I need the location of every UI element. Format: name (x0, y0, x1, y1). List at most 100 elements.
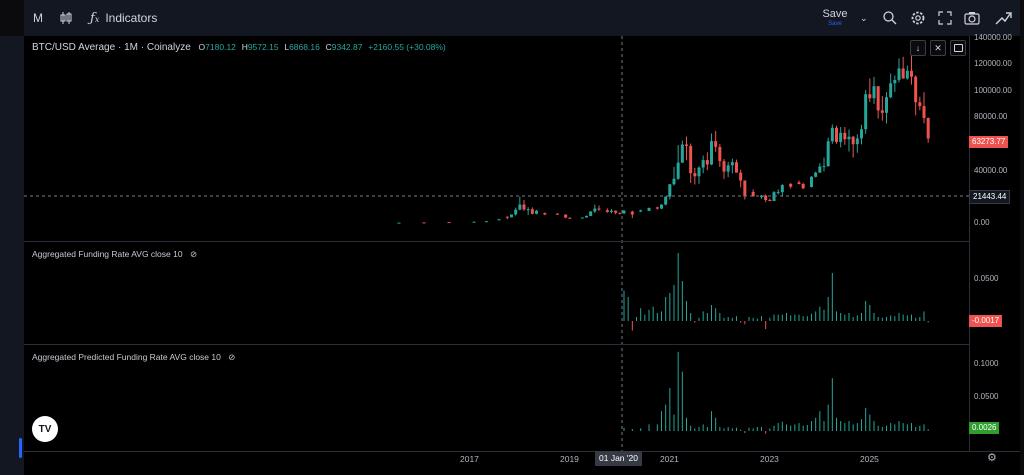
candle-body (851, 136, 855, 145)
funding-bar (761, 316, 762, 321)
hide-eye-icon[interactable]: ⊘ (189, 249, 198, 259)
candle-body (914, 76, 918, 103)
save-sublabel: Save (828, 21, 842, 27)
candle-body (530, 209, 534, 214)
predicted-bar (656, 424, 658, 431)
funding-bar (848, 313, 850, 321)
search-icon (883, 11, 897, 25)
predicted-bar (794, 424, 796, 431)
publish-button[interactable] (994, 0, 1012, 36)
candle-body (814, 172, 818, 177)
candle-body (664, 196, 668, 205)
candle-body (864, 94, 868, 130)
funding-bar (661, 311, 662, 321)
predicted-bar (777, 423, 779, 431)
candle-body (776, 192, 780, 194)
predicted-bar (815, 417, 817, 431)
chart-canvas[interactable] (24, 36, 1020, 475)
funding-bar (786, 313, 787, 321)
funding-bar (781, 314, 783, 321)
funding-title[interactable]: Aggregated Funding Rate AVG close 10 (32, 249, 183, 259)
candle-body (743, 180, 747, 197)
predicted-bar (752, 428, 754, 431)
funding-bar (665, 297, 667, 321)
time-axis-settings-button[interactable]: ⚙ (987, 452, 997, 464)
quick-search-button[interactable] (882, 0, 898, 36)
candle-body (589, 211, 593, 216)
funding-bar (806, 316, 808, 321)
y-tick-40000: 40000.00 (974, 166, 1008, 175)
candle-body (510, 214, 513, 218)
candle-body (614, 210, 618, 213)
funding-bar (802, 316, 804, 321)
fullscreen-icon (938, 11, 952, 25)
candle-body (505, 216, 509, 218)
predicted-bar (723, 428, 725, 431)
pane-separator-1[interactable] (24, 241, 969, 242)
pane-move-down-button[interactable]: ↓ (910, 40, 926, 56)
funding-bar (702, 311, 704, 321)
predicted-bar (623, 427, 625, 431)
symbol-title[interactable]: BTC/USD Average · 1M · Coinalyze (32, 42, 191, 53)
candle-body (514, 209, 518, 215)
interval-button[interactable]: M (30, 0, 46, 36)
candle-body (705, 160, 709, 165)
funding-bar (723, 317, 725, 321)
tradingview-logo[interactable]: TV (32, 416, 58, 442)
predicted-bar (790, 425, 792, 431)
y-tick-120000: 120000.00 (974, 59, 1012, 68)
predicted-bar (823, 421, 825, 431)
sidebar-scroll-handle[interactable] (19, 438, 22, 458)
predicted-bar (848, 421, 850, 431)
predicted-bar (906, 424, 908, 431)
camera-icon (964, 12, 980, 25)
candle-body (693, 173, 697, 177)
hide-eye-icon[interactable]: ⊘ (228, 352, 236, 362)
funding-bar (719, 313, 721, 321)
funding-bar (765, 321, 767, 329)
pane-maximize-button[interactable] (950, 40, 966, 56)
funding-bar (923, 311, 925, 321)
candle-body (597, 208, 601, 210)
save-button[interactable]: Save Save (820, 0, 850, 36)
candle-body (422, 222, 426, 224)
predicted-bar (890, 423, 892, 431)
funding-bar (652, 306, 654, 321)
candle-body (764, 195, 768, 201)
candle-style-button[interactable] (58, 0, 74, 36)
funding-bar (627, 297, 629, 321)
fullscreen-button[interactable] (938, 0, 952, 36)
predicted-bar (648, 424, 650, 431)
candle-body (730, 162, 734, 166)
candle-body (701, 160, 705, 168)
candle-body (593, 208, 597, 212)
indicators-button[interactable]: ƒx Indicators (90, 0, 157, 36)
funding-bar (844, 314, 846, 321)
predicted-bar (744, 431, 746, 433)
snapshot-button[interactable] (964, 0, 980, 36)
predicted-bar (756, 427, 758, 431)
funding-bar (623, 290, 625, 321)
save-dropdown-button[interactable]: ⌄ (860, 0, 868, 36)
pane-collapse-button[interactable]: ✕ (930, 40, 946, 56)
predicted-bar (902, 423, 904, 431)
candle-body (564, 214, 568, 218)
settings-button[interactable] (910, 0, 926, 36)
funding-bar (711, 305, 712, 321)
predicted-bar (686, 417, 687, 431)
predicted-bar (731, 428, 733, 431)
funding-bar (644, 314, 646, 321)
ohlc-change: +2160.55 (+30.08%) (368, 42, 446, 52)
predicted-bar (898, 421, 900, 431)
interval-label: M (33, 11, 43, 25)
candle-body (689, 145, 693, 174)
candle-body (580, 217, 584, 219)
predicted-bar (761, 427, 762, 431)
pane-separator-2[interactable] (24, 344, 969, 345)
predicted-title[interactable]: Aggregated Predicted Funding Rate AVG cl… (32, 352, 221, 362)
predicted-bar (769, 428, 771, 431)
funding-bar (769, 317, 771, 321)
candle-body (676, 162, 680, 179)
chart-area[interactable]: BTC/USD Average · 1M · Coinalyze O7180.1… (24, 33, 1020, 475)
